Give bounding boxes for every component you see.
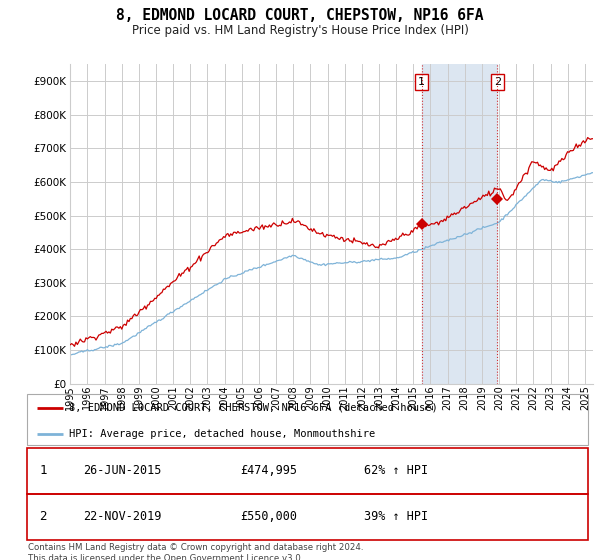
Text: 39% ↑ HPI: 39% ↑ HPI: [364, 510, 428, 524]
Text: 62% ↑ HPI: 62% ↑ HPI: [364, 464, 428, 478]
Text: 2: 2: [494, 77, 501, 87]
Text: 26-JUN-2015: 26-JUN-2015: [83, 464, 161, 478]
Bar: [422, 64, 497, 384]
Text: 1: 1: [418, 77, 425, 87]
Text: 2: 2: [40, 510, 47, 524]
Text: Contains HM Land Registry data © Crown copyright and database right 2024.
This d: Contains HM Land Registry data © Crown c…: [28, 543, 364, 560]
Text: HPI: Average price, detached house, Monmouthshire: HPI: Average price, detached house, Monm…: [69, 429, 376, 439]
Text: Price paid vs. HM Land Registry's House Price Index (HPI): Price paid vs. HM Land Registry's House …: [131, 24, 469, 36]
Text: 8, EDMOND LOCARD COURT, CHEPSTOW, NP16 6FA: 8, EDMOND LOCARD COURT, CHEPSTOW, NP16 6…: [116, 8, 484, 24]
Text: 22-NOV-2019: 22-NOV-2019: [83, 510, 161, 524]
Text: 1: 1: [40, 464, 47, 478]
Text: £550,000: £550,000: [240, 510, 297, 524]
Text: 8, EDMOND LOCARD COURT, CHEPSTOW, NP16 6FA (detached house): 8, EDMOND LOCARD COURT, CHEPSTOW, NP16 6…: [69, 403, 438, 413]
Text: £474,995: £474,995: [240, 464, 297, 478]
